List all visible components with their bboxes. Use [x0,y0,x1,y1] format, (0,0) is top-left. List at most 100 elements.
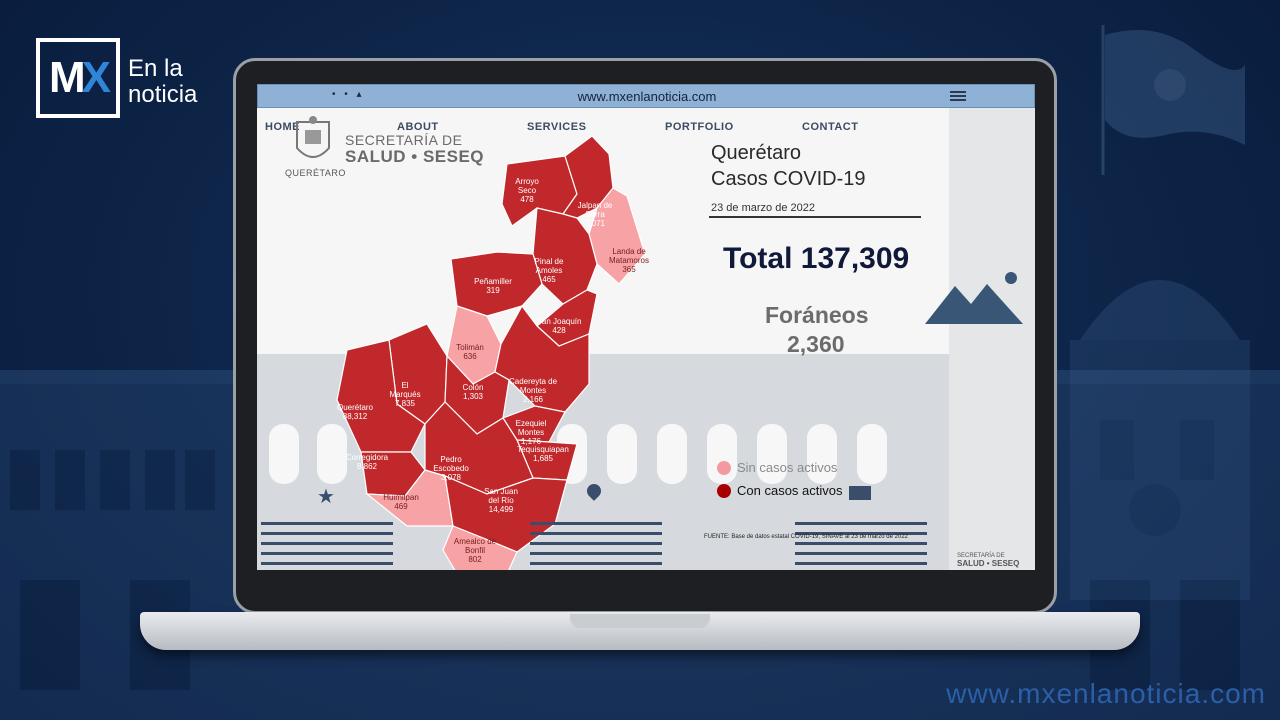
municipality-name: Arroyo [515,177,539,186]
municipality-name: Seco [518,186,537,195]
legend-sin-casos: Sin casos activos [717,460,837,475]
state-title: Querétaro [711,142,802,164]
municipality-name: Peñamiller [474,277,512,286]
source-note: FUENTE: Base de datos estatal COVID-19, … [704,534,908,540]
municipality-label: El Marqués 7,835 [389,381,420,408]
municipality-region[interactable] [336,339,426,453]
legend-sin-label: Sin casos activos [737,460,838,475]
municipality-region[interactable] [442,525,518,570]
brand-text: En la noticia [128,56,197,108]
municipality-name: Marqués [389,390,420,399]
municipality-value: 319 [486,286,500,295]
municipality-name: Cadereyta de [509,377,558,386]
municipality-value: 802 [468,555,482,564]
footer-lines-right [795,522,927,570]
municipality-name: Tolimán [456,343,484,352]
municipality-name: Pinal de [535,257,564,266]
legend-con-label: Con casos activos [737,483,843,498]
municipality-name: Montes [520,386,546,395]
municipality-name: Amealco de [454,537,497,546]
queretaro-map: Arroyo Seco 478 Jalpan de Serra 2,071 Landa de… [336,135,649,570]
state-seal-icon [296,116,330,158]
municipality-label: San Joaquín 428 [537,317,582,335]
municipality-label: Tequisquiapan 1,685 [517,445,569,463]
nav-contact[interactable]: CONTACT [802,121,859,133]
municipality-name: Bonfil [465,546,485,555]
nav-portfolio[interactable]: PORTFOLIO [665,121,734,133]
municipality-label: Corregidora 8,862 [346,453,389,471]
building-dome-decoration [1070,280,1250,600]
brand-mark-m: M [48,53,86,102]
municipality-label: Peñamiller 319 [474,277,512,295]
browser-address-bar: • • ▴ www.mxenlanoticia.com [257,84,1035,108]
municipality-name: Amoles [536,266,563,275]
small-logo-line2: SALUD • SESEQ [957,559,1020,568]
total-cases: Total 137,309 [723,242,909,276]
nav-home[interactable]: HOME [265,121,300,133]
nav-about[interactable]: ABOUT [397,121,439,133]
municipality-value: 636 [463,352,477,361]
municipality-region[interactable] [588,187,646,285]
municipality-label: Pinal de Amoles 465 [535,257,564,284]
municipality-name: Jalpan de [578,201,613,210]
municipality-name: Pedro [440,455,462,464]
municipality-value: 2,071 [585,219,606,228]
municipality-label: Tolimán 636 [456,343,484,361]
municipality-value: 7,835 [395,399,416,408]
total-label: Total [723,242,793,275]
small-logo-line1: SECRETARÍA DE [957,553,1005,559]
hamburger-menu-icon[interactable] [950,91,966,103]
municipality-label: Huimilpan 469 [383,493,419,511]
mail-icon[interactable] [849,486,871,500]
brand-mark-x: X [81,53,111,102]
laptop-screen: • • ▴ www.mxenlanoticia.com HOME ABOUT S… [257,84,1035,570]
municipality-name: Serra [585,210,605,219]
municipality-label: Ezequiel Montes 1,176 [516,419,547,446]
municipality-name: Montes [518,428,544,437]
browser-url[interactable]: www.mxenlanoticia.com [577,89,717,104]
municipality-value: 428 [552,326,566,335]
municipality-value: 2,166 [523,395,544,404]
municipality-label: Arroyo Seco 478 [515,177,539,204]
small-secretaria-logo: SECRETARÍA DE SALUD • SESEQ [957,552,1019,569]
legend-con-casos: Con casos activos [717,483,843,498]
municipality-value: 469 [394,502,408,511]
municipality-name: Querétaro [337,403,374,412]
window-dots-icon[interactable]: • • ▴ [332,89,365,100]
laptop-notch [570,614,710,628]
footer-url[interactable]: www.mxenlanoticia.com [946,678,1266,709]
brand-line2: noticia [128,81,198,108]
brand-line1: En la [128,55,183,82]
municipality-name: San Joaquín [537,317,582,326]
municipality-name: Matamoros [609,256,649,265]
municipality-name: Escobedo [433,464,469,473]
municipality-value: 478 [520,195,534,204]
municipality-value: 8,862 [357,462,378,471]
municipality-name: Landa de [612,247,646,256]
legend-con-dot [717,483,731,498]
municipality-value: 3,078 [441,473,462,482]
nav-services[interactable]: SERVICES [527,121,587,133]
screen-side-panel [949,108,1035,570]
legend-sin-dot [717,460,731,475]
municipality-name: Tequisquiapan [517,445,569,454]
municipality-label: Pedro Escobedo 3,078 [433,455,469,482]
municipality-value: 1,685 [533,454,554,463]
star-icon[interactable]: ★ [317,486,335,508]
foraneos-label: Foráneos [765,302,869,328]
municipality-value: 14,499 [489,505,514,514]
municipality-name: del Río [488,496,514,505]
footer-lines-left [261,522,393,570]
report-subtitle: Casos COVID-19 [711,168,866,190]
municipality-name: Corregidora [346,453,389,462]
secretaria-line2: SALUD • SESEQ [345,147,485,166]
image-placeholder-icon [925,272,1023,324]
municipality-label: San Juan del Río 14,499 [484,487,518,514]
municipality-value: 465 [542,275,556,284]
municipality-name: El [401,381,408,390]
municipality-value: 88,312 [343,412,368,421]
municipality-value: 1,176 [521,437,542,446]
municipality-value: 365 [622,265,636,274]
